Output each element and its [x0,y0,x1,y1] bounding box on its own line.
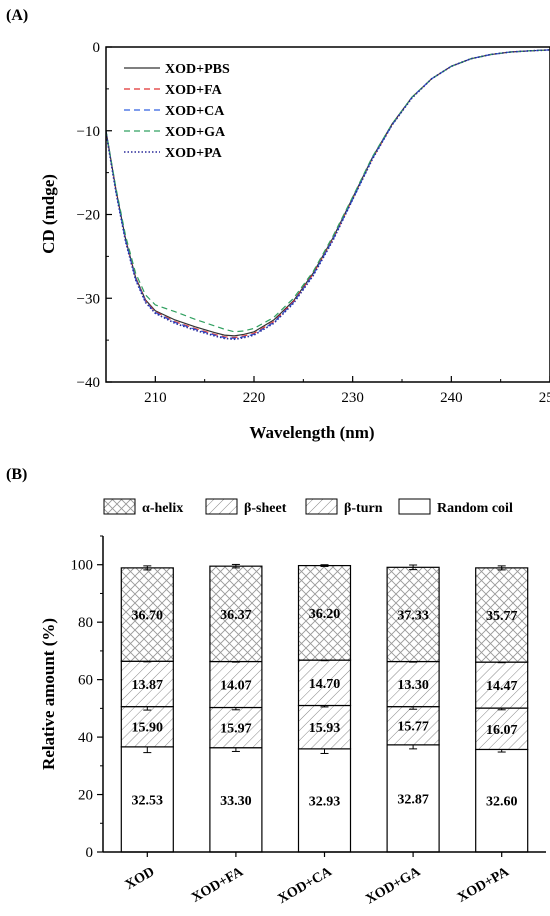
y-tick-label-b: 40 [78,730,93,746]
panel-a: (A) 210 220 230 240 250 0 −10 −20 −30 −40 XOD+PBS… [6,7,550,442]
category-label: XOD+PA [455,864,512,906]
series-line-xod-ga [106,49,550,333]
bar-segment--sheet [475,661,529,709]
bar-value-label: 32.93 [309,794,341,809]
bar-segment--sheet [209,660,263,709]
x-axis-title-a: Wavelength (nm) [249,423,374,442]
bar-value-label: 36.70 [132,609,164,624]
bar-segment--helix [209,565,263,663]
bar-group: 32.93 15.93 14.70 36.20 [297,564,352,853]
bar-segment--turn [297,704,352,750]
bar-value-label: 35.77 [486,609,518,624]
category-label: XOD+CA [276,864,336,907]
y-tick-label-a: −30 [77,291,100,307]
bar-value-label: 16.07 [486,723,518,738]
bar-value-label: 15.90 [132,721,164,736]
y-tick-label-a: 0 [93,40,101,56]
legend-swatch-b [103,498,136,515]
bar-value-label: 36.37 [220,608,252,623]
bar-group: 32.60 16.07 14.47 35.77 [475,565,529,853]
y-tick-label-b: 60 [78,673,93,689]
bar-segment--helix [297,564,352,661]
bar-value-label: 15.77 [397,720,429,735]
legend-label-a: XOD+GA [165,125,226,140]
bar-segment--turn [120,706,174,748]
x-tick-label-a: 250 [539,390,550,406]
y-tick-label-b: 100 [71,558,94,574]
bar-group: 32.53 15.90 13.87 36.70 [120,565,174,853]
legend-label-a: XOD+PA [165,146,223,161]
bar-segment-random-coil [297,748,352,853]
bar-value-label: 32.60 [486,795,518,810]
bar-segment-random-coil [209,747,263,853]
legend-label-a: XOD+PBS [165,62,230,77]
category-label: XOD+FA [189,864,246,906]
panel-b-label: (B) [6,466,27,483]
y-tick-label-b: 20 [78,788,93,804]
bar-value-label: 14.70 [309,677,341,692]
legend-label-b: β-sheet [244,501,287,516]
panel-b: (B) α-helix β-sheet β-turn Random coil 32.5… [6,466,546,908]
bar-segment--turn [209,706,263,749]
y-tick-label-a: −20 [77,208,100,224]
bar-value-label: 14.47 [486,679,518,694]
legend-swatch-b [398,498,431,515]
bar-value-label: 32.53 [132,793,164,808]
bar-value-label: 13.30 [397,678,429,693]
bar-group: 33.30 15.97 14.07 36.37 [209,563,263,853]
bar-value-label: 32.87 [397,792,429,807]
bar-group: 32.87 15.77 13.30 37.33 [386,564,440,853]
legend-label-a: XOD+FA [165,83,223,98]
bar-value-label: 37.33 [397,608,429,623]
legend-label-b: Random coil [437,501,513,516]
y-tick-label-a: −10 [77,124,100,140]
x-tick-label-a: 240 [440,390,463,406]
y-axis-title-a: CD (mdge) [39,174,58,254]
y-tick-label-b: 0 [86,845,94,861]
y-tick-label-b: 80 [78,615,93,631]
panel-a-label: (A) [6,7,28,24]
legend-swatch-b [205,498,238,515]
legend-swatch-b [305,498,338,515]
series-line-xod-pa [106,49,550,341]
bar-value-label: 15.93 [309,721,341,736]
category-label: XOD+GA [364,864,424,907]
x-tick-label-a: 220 [243,390,266,406]
bar-segment--turn [386,706,440,746]
bar-value-label: 15.97 [220,722,252,737]
x-tick-label-a: 210 [144,390,167,406]
legend-label-a: XOD+CA [165,104,225,119]
bar-segment--helix [386,566,440,663]
bar-segment-random-coil [386,744,440,853]
bar-value-label: 13.87 [132,678,164,693]
x-tick-label-a: 230 [341,390,364,406]
legend-label-b: β-turn [344,501,383,516]
bar-value-label: 33.30 [220,794,252,809]
legend-label-b: α-helix [142,501,183,516]
bar-value-label: 36.20 [309,607,341,622]
y-tick-label-a: −40 [77,375,100,391]
bar-segment--helix [120,567,174,662]
category-label: XOD [123,864,157,893]
y-axis-title-b: Relative amount (%) [39,618,58,770]
bar-value-label: 14.07 [220,679,252,694]
